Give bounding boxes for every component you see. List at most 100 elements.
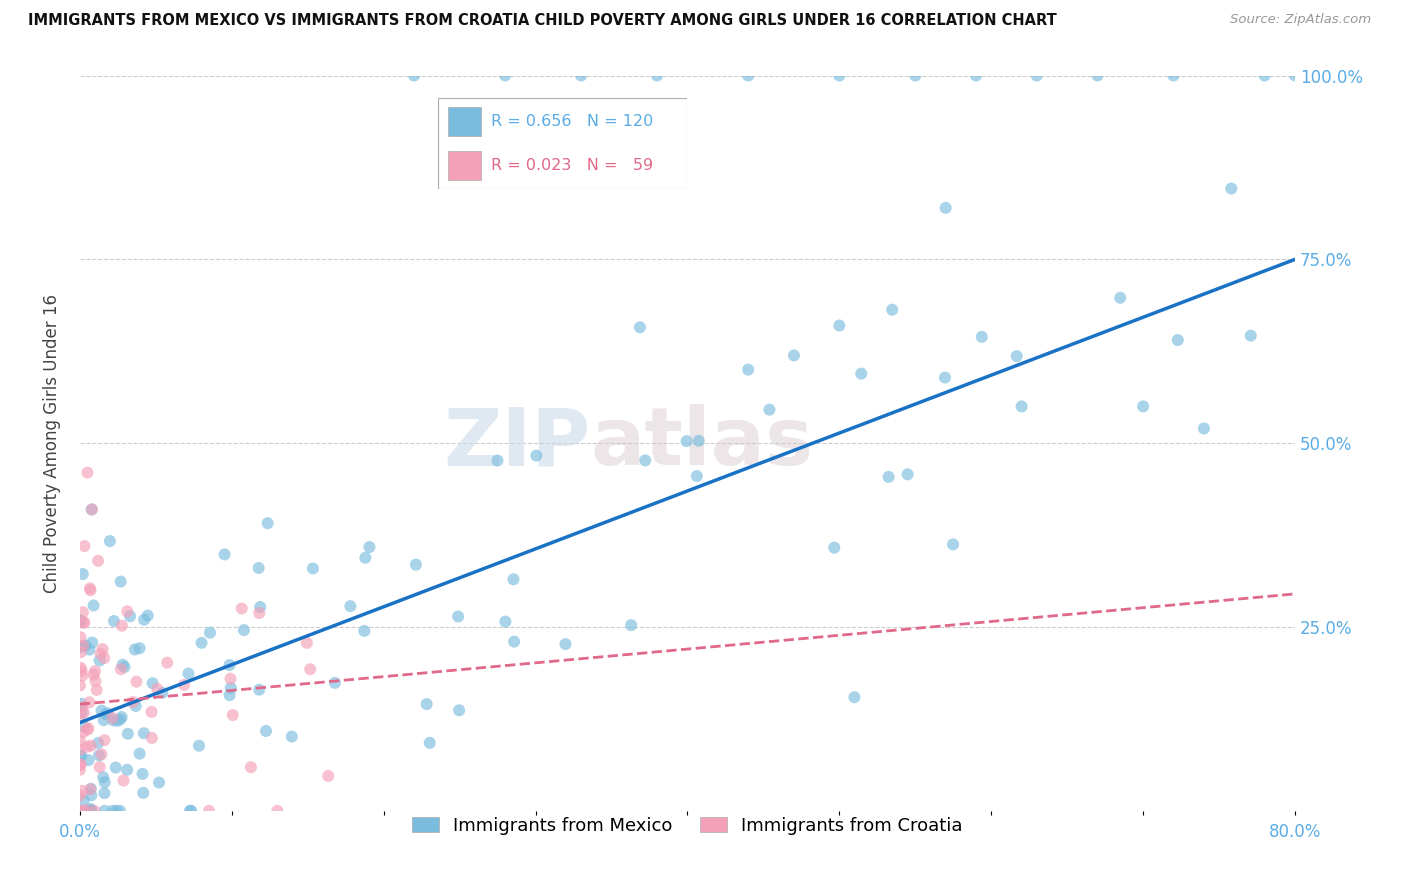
Point bbox=[904, 69, 927, 83]
Point bbox=[124, 642, 146, 657]
Text: IMMIGRANTS FROM MEXICO VS IMMIGRANTS FROM CROATIA CHILD POVERTY AMONG GIRLS UNDE: IMMIGRANTS FROM MEXICO VS IMMIGRANTS FRO… bbox=[28, 13, 1057, 29]
Point bbox=[494, 615, 516, 629]
Point bbox=[266, 804, 288, 818]
Point bbox=[91, 770, 114, 784]
Point bbox=[323, 676, 346, 690]
Point bbox=[72, 567, 94, 582]
Point bbox=[486, 453, 509, 467]
Point bbox=[70, 706, 93, 720]
Point bbox=[125, 674, 148, 689]
Point bbox=[688, 434, 710, 448]
Point bbox=[503, 634, 526, 648]
Point bbox=[232, 623, 254, 637]
Point bbox=[132, 726, 155, 740]
Point bbox=[1192, 421, 1215, 435]
Point bbox=[494, 69, 516, 83]
Point bbox=[98, 534, 121, 549]
Point bbox=[256, 516, 278, 531]
Point bbox=[90, 647, 112, 661]
Text: ZIP: ZIP bbox=[443, 404, 591, 483]
Y-axis label: Child Poverty Among Girls Under 16: Child Poverty Among Girls Under 16 bbox=[44, 293, 60, 592]
Point bbox=[180, 804, 202, 818]
Point bbox=[69, 789, 91, 803]
Point bbox=[79, 583, 101, 598]
Point bbox=[76, 723, 98, 737]
Point bbox=[554, 637, 576, 651]
Point bbox=[79, 582, 101, 596]
Point bbox=[249, 600, 271, 615]
Point bbox=[108, 804, 131, 818]
Point bbox=[449, 703, 471, 717]
Point bbox=[783, 348, 806, 362]
Point bbox=[402, 69, 425, 83]
Point bbox=[121, 695, 143, 709]
Point bbox=[77, 722, 100, 736]
Point bbox=[70, 664, 93, 678]
Point bbox=[882, 302, 904, 317]
Point bbox=[844, 690, 866, 705]
Point bbox=[83, 667, 105, 681]
Point bbox=[897, 467, 920, 482]
Point bbox=[120, 609, 142, 624]
Point bbox=[83, 804, 105, 818]
Point bbox=[415, 697, 437, 711]
Point bbox=[70, 748, 93, 763]
Point bbox=[70, 645, 93, 659]
Point bbox=[942, 537, 965, 551]
Point bbox=[316, 769, 339, 783]
Point bbox=[128, 747, 150, 761]
Point bbox=[114, 660, 136, 674]
Point bbox=[93, 713, 115, 727]
Point bbox=[93, 733, 115, 747]
Point bbox=[254, 723, 277, 738]
Point bbox=[115, 763, 138, 777]
Point bbox=[80, 502, 103, 516]
Point bbox=[77, 753, 100, 767]
Point bbox=[72, 639, 94, 653]
Point bbox=[105, 714, 128, 728]
Point bbox=[91, 642, 114, 657]
Point bbox=[83, 599, 105, 613]
Point bbox=[79, 782, 101, 797]
Point bbox=[198, 625, 221, 640]
Point bbox=[76, 466, 98, 480]
Point bbox=[148, 775, 170, 789]
Point bbox=[69, 748, 91, 763]
Point bbox=[524, 449, 547, 463]
Point bbox=[134, 613, 156, 627]
Point bbox=[634, 453, 657, 467]
Point bbox=[80, 502, 103, 516]
Point bbox=[112, 773, 135, 788]
Point bbox=[103, 713, 125, 727]
Point bbox=[86, 682, 108, 697]
Point bbox=[136, 608, 159, 623]
Point bbox=[75, 639, 97, 653]
Point bbox=[75, 803, 97, 817]
Point bbox=[80, 789, 103, 803]
Point bbox=[110, 574, 132, 589]
Point bbox=[111, 618, 134, 632]
Point bbox=[70, 804, 93, 818]
Point bbox=[231, 601, 253, 615]
Point bbox=[828, 69, 851, 83]
Point bbox=[1132, 400, 1154, 414]
Point bbox=[405, 558, 427, 572]
Point bbox=[89, 654, 111, 668]
Point bbox=[77, 804, 100, 818]
Point bbox=[620, 618, 643, 632]
Point bbox=[877, 470, 900, 484]
Point bbox=[758, 402, 780, 417]
Point bbox=[965, 69, 987, 83]
Point bbox=[72, 605, 94, 619]
Point bbox=[93, 651, 115, 665]
Point bbox=[69, 613, 91, 627]
Point bbox=[239, 760, 262, 774]
Point bbox=[247, 561, 270, 575]
Point bbox=[87, 554, 110, 568]
Point bbox=[569, 69, 592, 83]
Point bbox=[218, 688, 240, 702]
Point bbox=[93, 786, 115, 800]
Point bbox=[823, 541, 845, 555]
Point bbox=[686, 469, 709, 483]
Point bbox=[82, 635, 104, 649]
